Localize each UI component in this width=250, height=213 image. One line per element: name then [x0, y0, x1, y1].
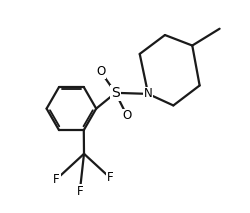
Text: F: F — [76, 185, 83, 198]
Text: N: N — [144, 87, 152, 100]
Text: O: O — [96, 65, 106, 78]
Text: S: S — [111, 86, 120, 100]
Text: O: O — [122, 109, 132, 122]
Text: F: F — [107, 171, 114, 184]
Text: F: F — [53, 173, 60, 186]
